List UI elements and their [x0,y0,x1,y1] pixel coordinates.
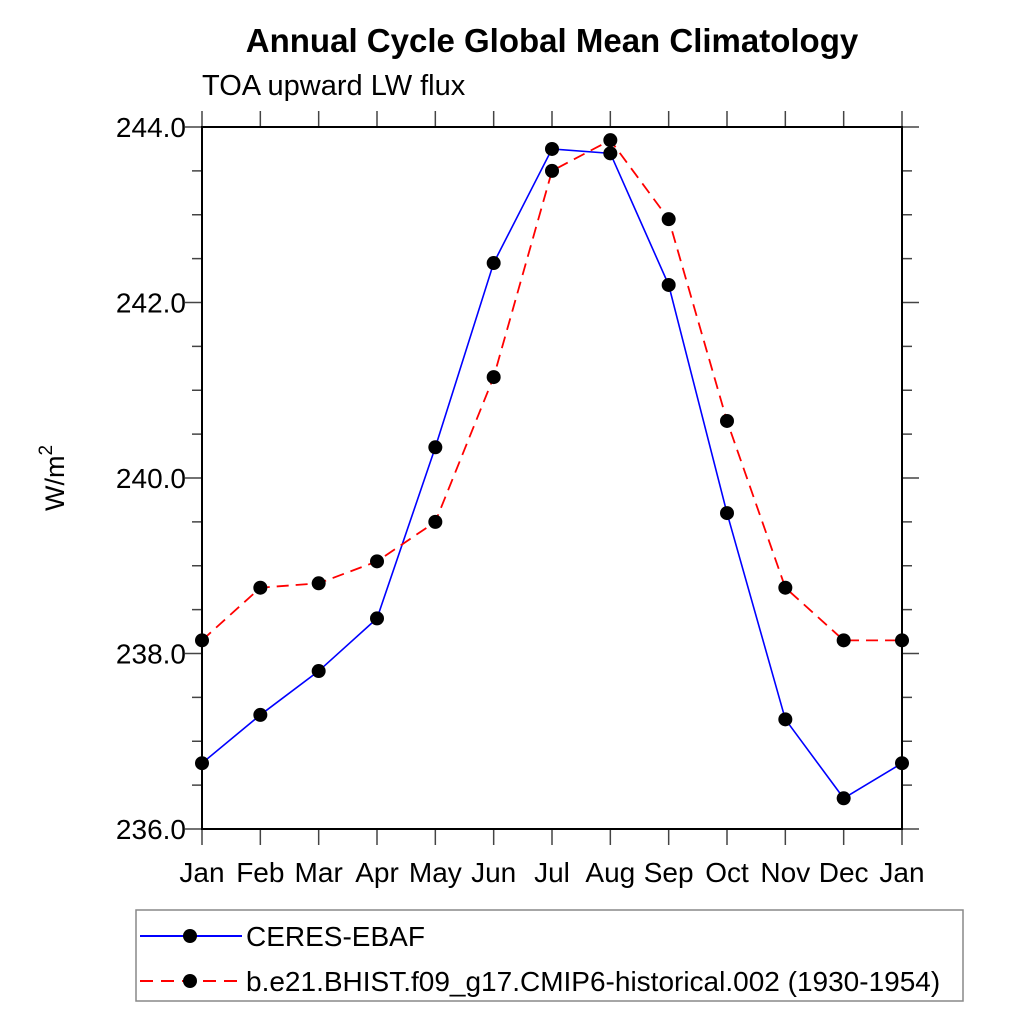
chart-title: Annual Cycle Global Mean Climatology [246,22,859,59]
x-tick-label: Aug [585,857,635,888]
legend-label-model: b.e21.BHIST.f09_g17.CMIP6-historical.002… [246,966,940,997]
x-tick-label: Oct [705,857,749,888]
data-point-marker [545,163,559,178]
data-point-marker [836,791,851,806]
x-tick-label: Sep [644,857,694,888]
x-tick-label: Jan [179,857,224,888]
y-tick-label: 244.0 [116,112,186,143]
chart-subtitle: TOA upward LW flux [202,70,466,102]
x-tick-label: May [409,857,462,888]
series-line-0 [201,148,903,800]
y-axis-label: W/m2 [36,445,70,511]
legend-box [135,909,964,1002]
plot-frame [201,126,903,830]
y-tick-label: 240.0 [116,463,186,494]
y-tick-label: 236.0 [116,814,186,845]
x-tick-label: Jan [879,857,924,888]
data-point-marker [311,576,326,591]
data-point-marker [720,413,734,428]
axis-ticks [185,111,919,845]
data-point-marker [778,580,793,595]
data-point-marker [720,506,734,521]
y-tick-label: 238.0 [116,639,186,670]
data-point-marker [836,633,851,648]
data-series [195,133,909,806]
data-point-marker [311,664,326,679]
x-tick-label: Apr [355,857,399,888]
legend-label-ceres: CERES-EBAF [246,921,425,952]
data-point-marker [545,141,559,156]
x-tick-label: Feb [236,857,284,888]
data-point-marker [661,212,676,227]
x-tick-label: Nov [760,857,810,888]
axis-tick-labels: Jan Feb Mar Apr May Jun Jul Aug Sep Oct Nov Dec Jan 2… [116,112,925,888]
data-point-marker [370,611,384,626]
data-point-marker [661,277,676,292]
legend-entry-model: b.e21.BHIST.f09_g17.CMIP6-historical.002… [140,966,940,997]
data-point-marker [778,712,793,727]
series-line-1 [201,139,902,642]
y-tick-label: 242.0 [116,288,186,319]
data-point-marker [253,707,268,722]
data-point-marker [370,554,384,569]
data-point-marker [603,133,618,148]
legend: CERES-EBAF b.e21.BHIST.f09_g17.CMIP6-his… [135,909,964,1002]
x-tick-label: Mar [295,857,343,888]
legend-entry-ceres: CERES-EBAF [140,921,425,952]
data-point-marker [428,440,443,455]
x-tick-label: Jun [471,857,516,888]
legend-marker-ceres [183,929,197,943]
x-tick-label: Dec [819,857,869,888]
data-point-marker [428,514,443,529]
data-point-marker [253,580,268,595]
legend-marker-model [183,974,197,988]
data-point-marker [486,256,501,271]
x-tick-label: Jul [534,857,570,888]
data-point-marker [486,370,501,385]
data-point-marker [603,146,618,161]
